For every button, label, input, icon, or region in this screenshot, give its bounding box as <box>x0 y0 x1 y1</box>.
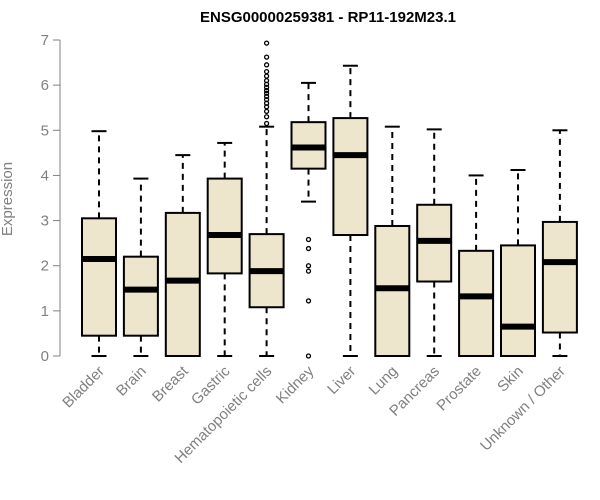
x-tick-label: Liver <box>324 363 359 398</box>
x-tick-label: Breast <box>149 362 192 405</box>
outlier-point <box>305 353 312 359</box>
outlier-point <box>305 268 312 274</box>
x-tick-label: Kidney <box>273 362 318 407</box>
outlier-point <box>263 54 270 60</box>
y-tick-label: 4 <box>41 167 49 184</box>
iqr-box <box>122 255 159 337</box>
outlier-point <box>263 93 270 100</box>
box-group <box>416 128 453 357</box>
x-tick-label: Brain <box>113 363 150 400</box>
outlier-point <box>263 90 270 96</box>
outlier-point <box>263 77 270 84</box>
outlier-point <box>263 96 270 103</box>
outlier-point <box>263 87 270 94</box>
box-group <box>290 81 327 359</box>
boxes-layer <box>81 40 578 359</box>
outlier-point <box>263 40 270 46</box>
y-tick-label: 1 <box>41 303 49 320</box>
box-group <box>500 169 536 357</box>
outlier-point <box>263 73 270 79</box>
outlier-point <box>263 84 270 91</box>
outlier-point <box>263 108 270 114</box>
x-tick-label: Lung <box>366 363 402 399</box>
iqr-box <box>458 249 495 357</box>
outlier-point <box>305 263 312 269</box>
iqr-box <box>81 217 117 337</box>
outlier-point <box>263 114 270 120</box>
box-group <box>122 177 159 357</box>
box-group <box>374 125 411 357</box>
box-group <box>332 64 369 357</box>
y-tick-label: 7 <box>41 32 49 49</box>
iqr-box <box>541 220 578 334</box>
y-tick-label: 2 <box>41 258 49 275</box>
y-tick-label: 3 <box>41 213 49 230</box>
iqr-box <box>500 244 536 357</box>
outlier-point <box>305 236 312 243</box>
y-tick-label: 0 <box>41 348 49 365</box>
y-axis-label: Expression <box>0 162 16 236</box>
box-group <box>164 154 201 357</box>
outlier-point <box>263 120 270 127</box>
iqr-box <box>164 211 201 357</box>
iqr-box <box>206 177 243 275</box>
iqr-box <box>332 117 369 237</box>
y-tick-label: 5 <box>41 122 49 139</box>
outlier-point <box>305 298 312 304</box>
chart-title: ENSG00000259381 - RP11-192M23.1 <box>200 9 456 26</box>
y-axis: 0 1 2 3 4 5 6 7 <box>41 32 61 365</box>
x-tick-label: Prostate <box>433 363 485 415</box>
box-group <box>458 174 495 357</box>
outlier-point <box>305 245 312 252</box>
y-tick-label: 6 <box>41 77 49 94</box>
outlier-point <box>263 68 270 75</box>
x-tick-label: Skin <box>494 363 527 396</box>
box-group <box>81 130 117 357</box>
x-tick-label: Bladder <box>59 363 108 412</box>
outlier-point <box>263 62 270 68</box>
box-group <box>206 141 243 357</box>
box-group <box>541 129 578 357</box>
box-group <box>248 40 285 357</box>
